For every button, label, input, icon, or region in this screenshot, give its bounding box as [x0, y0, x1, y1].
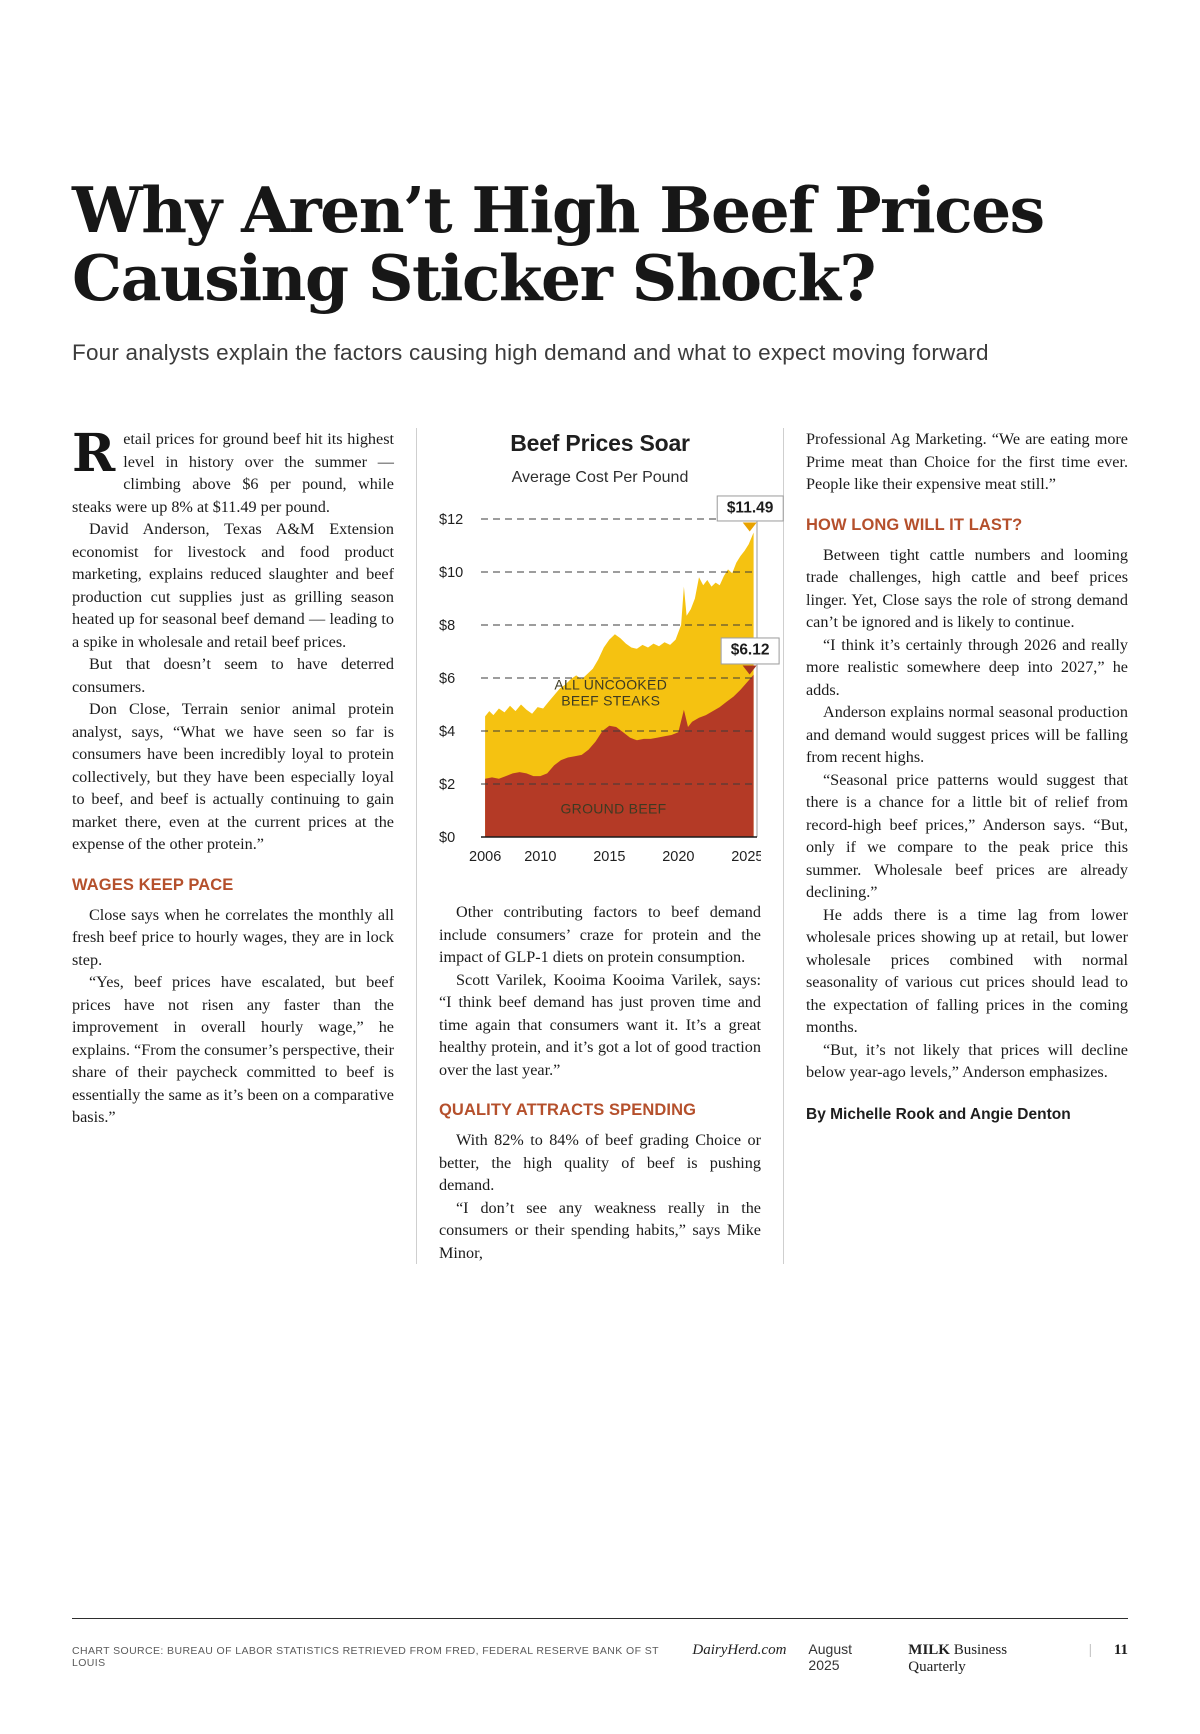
y-axis-label: $6: [439, 671, 455, 687]
paragraph: With 82% to 84% of beef grading Choice o…: [439, 1131, 761, 1195]
paragraph: “Yes, beef prices have escalated, but be…: [72, 973, 395, 1127]
footer-website: DairyHerd.com: [692, 1642, 787, 1658]
series-label-ground-beef: GROUND BEEF: [560, 801, 667, 818]
callout-value: $11.49: [716, 495, 784, 522]
publication-name-bold: MILK: [908, 1642, 950, 1658]
chart-area-ground-beef: [485, 675, 754, 838]
paragraph: Scott Varilek, Kooima Kooima Varilek, sa…: [439, 970, 761, 1079]
paragraph: “I think it’s certainly through 2026 and…: [806, 635, 1128, 699]
chart-subtitle: Average Cost Per Pound: [511, 469, 689, 487]
x-axis-label: 2025: [731, 849, 761, 865]
y-axis-label: $12: [439, 512, 463, 528]
magazine-page: Why Aren’t High Beef Prices Causing Stick…: [0, 176, 1200, 1675]
paragraph: “But, it’s not likely that prices will d…: [806, 1040, 1128, 1082]
callout-steak-price: $11.49: [716, 495, 784, 532]
column-divider: [416, 428, 417, 1265]
beef-prices-chart: Beef Prices Soar Average Cost Per Pound …: [439, 428, 784, 873]
callout-arrow: [743, 522, 758, 532]
callout-ground-beef-price: $6.12: [720, 637, 780, 675]
section-heading: HOW LONG WILL IT LAST?: [806, 515, 1023, 534]
callout-value: $6.12: [720, 637, 780, 665]
paragraph: David Anderson, Texas A&M Extension econ…: [72, 520, 394, 651]
paragraph: Close says when he correlates the monthl…: [72, 905, 394, 969]
column-2: Beef Prices Soar Average Cost Per Pound …: [439, 428, 784, 1264]
callout-arrow: [743, 665, 758, 675]
footer-publication-info: DairyHerd.com August 2025 MILK Business …: [692, 1641, 1128, 1676]
title-line-2: Causing Sticker Shock?: [72, 241, 876, 316]
footer-publication-name: MILK Business Quarterly: [908, 1642, 1067, 1676]
chart-plot-area: $0 $2 $4 $6 $8 $10 $12 2006 2010 2015 2020 2025 ALL…: [439, 495, 784, 873]
section-heading: WAGES KEEP PACE: [72, 875, 234, 894]
y-axis-label: $8: [439, 618, 455, 634]
x-axis-label: 2015: [593, 849, 625, 865]
y-axis-label: $4: [439, 724, 455, 740]
paragraph: Anderson explains normal seasonal produc…: [806, 703, 1128, 767]
column-3: Professional Ag Marketing. “We are eatin…: [806, 428, 1128, 1264]
y-axis-label: $2: [439, 777, 455, 793]
paragraph: “Seasonal price patterns would suggest t…: [806, 770, 1128, 902]
paragraph: Professional Ag Marketing. “We are eatin…: [806, 430, 1128, 494]
paragraph: Don Close, Terrain senior animal protein…: [72, 700, 394, 854]
column-divider: [783, 428, 784, 1265]
drop-cap: R: [72, 423, 116, 485]
page-footer: CHART SOURCE: BUREAU OF LABOR STATISTICS…: [72, 1618, 1128, 1676]
paragraph: Other contributing factors to beef deman…: [439, 903, 761, 967]
paragraph: But that doesn’t seem to have deterred c…: [72, 655, 394, 696]
article-subtitle: Four analysts explain the factors causin…: [72, 340, 989, 366]
footer-date: August 2025: [808, 1641, 852, 1673]
paragraph: “I don’t see any weakness really in the …: [439, 1198, 761, 1262]
byline: By Michelle Rook and Angie Denton: [806, 1105, 1071, 1123]
x-axis-label: 2006: [469, 849, 501, 865]
article-title: Why Aren’t High Beef Prices Causing Stick…: [72, 176, 1128, 312]
y-axis-label: $10: [439, 565, 463, 581]
chart-svg: $0 $2 $4 $6 $8 $10 $12 2006 2010 2015 2020 2025: [439, 499, 761, 865]
footer-separator: |: [1088, 1642, 1092, 1658]
page-number: 11: [1113, 1642, 1128, 1658]
section-heading: QUALITY ATTRACTS SPENDING: [439, 1101, 697, 1120]
x-axis-label: 2010: [524, 849, 556, 865]
chart-title: Beef Prices Soar: [510, 430, 690, 457]
y-axis-label: $0: [439, 830, 455, 846]
footer-rule: [72, 1618, 1128, 1619]
title-line-1: Why Aren’t High Beef Prices: [72, 173, 1045, 247]
paragraph: Between tight cattle numbers and looming…: [806, 545, 1128, 632]
column-2-text: Other contributing factors to beef deman…: [439, 901, 761, 1264]
series-label-steaks: ALL UNCOOKED BEEF STEAKS: [554, 676, 668, 709]
article-header: Why Aren’t High Beef Prices Causing Stick…: [72, 176, 1128, 366]
x-axis-label: 2020: [662, 849, 694, 865]
chart-source-note: CHART SOURCE: BUREAU OF LABOR STATISTICS…: [72, 1645, 659, 1669]
paragraph: He adds there is a time lag from lower w…: [806, 905, 1128, 1037]
